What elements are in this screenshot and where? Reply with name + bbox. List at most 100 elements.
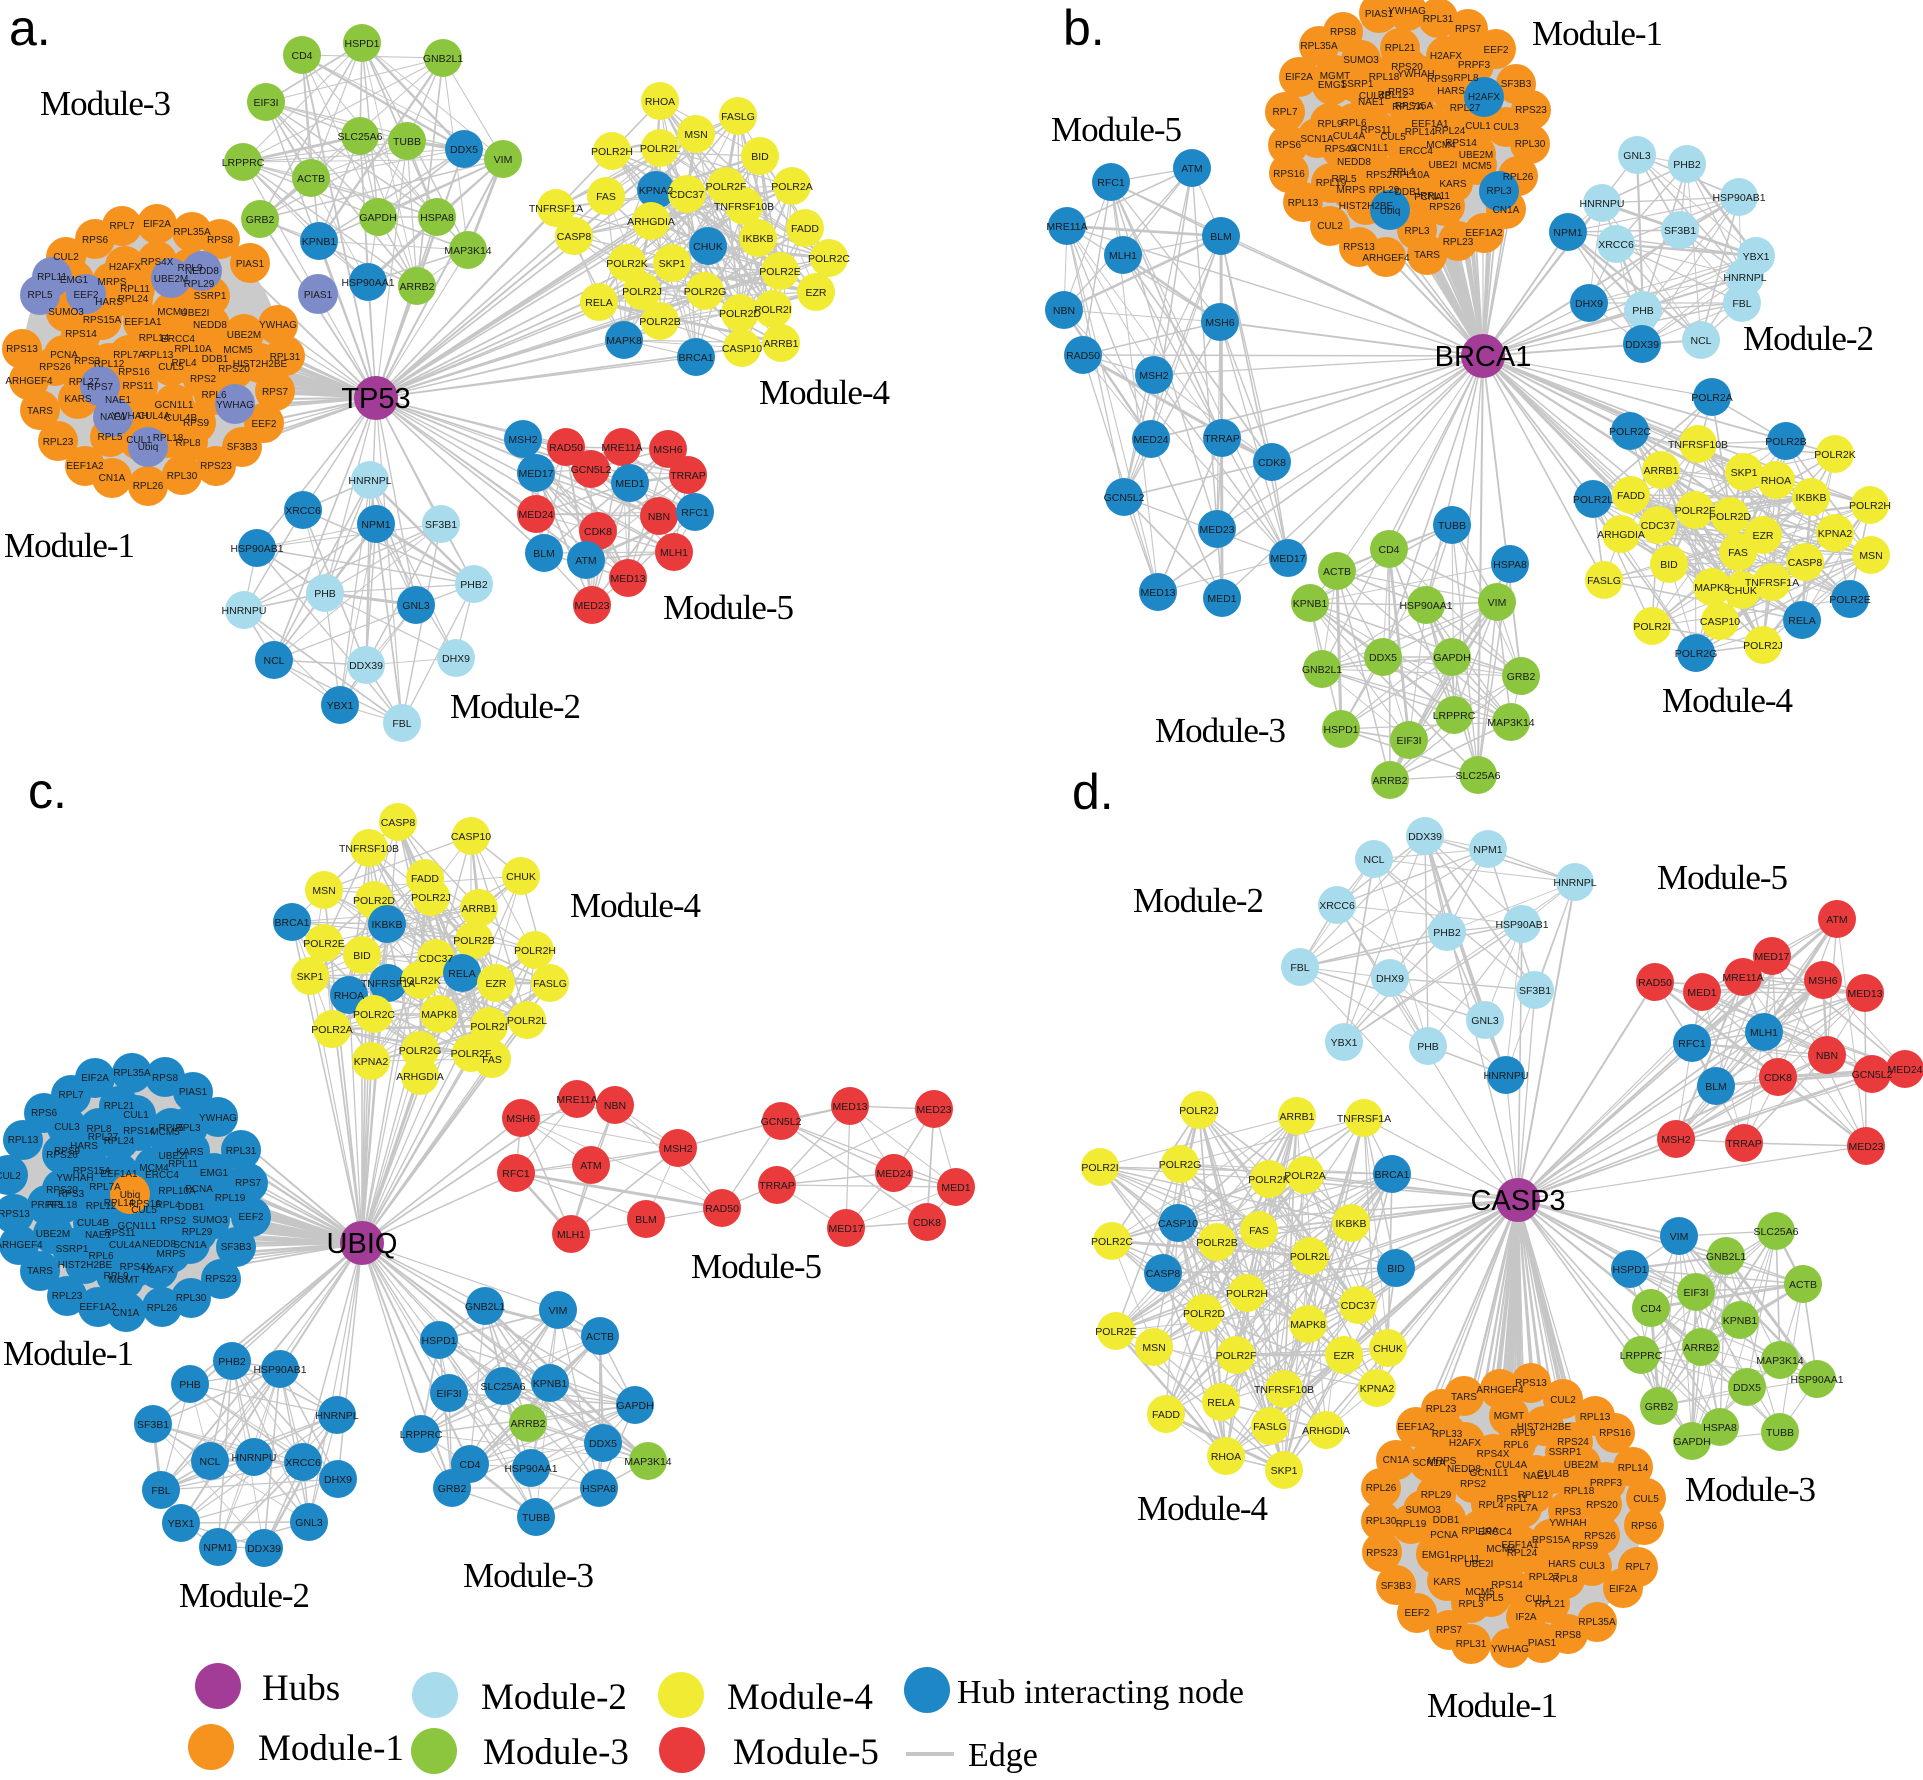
svg-text:PIAS1: PIAS1: [236, 259, 265, 270]
svg-text:MED24: MED24: [1133, 434, 1168, 446]
svg-text:MGMT: MGMT: [109, 1275, 140, 1286]
svg-text:RPS16: RPS16: [129, 1199, 161, 1210]
svg-text:ARRB2: ARRB2: [510, 1418, 545, 1430]
svg-text:GCN5L2: GCN5L2: [571, 464, 612, 476]
svg-text:CASP10: CASP10: [1158, 1218, 1198, 1230]
svg-text:ARRB1: ARRB1: [461, 903, 496, 915]
svg-text:MCM5: MCM5: [150, 1127, 180, 1138]
svg-text:RHOA: RHOA: [645, 96, 675, 108]
svg-text:RPL10A: RPL10A: [158, 1186, 196, 1197]
svg-text:TNFRSF10B: TNFRSF10B: [1668, 439, 1728, 451]
svg-text:RPL35A: RPL35A: [1300, 41, 1338, 52]
svg-text:NAE1: NAE1: [1523, 1471, 1550, 1482]
svg-text:MAPK8: MAPK8: [421, 1009, 457, 1021]
svg-text:POLR2G: POLR2G: [1675, 648, 1718, 660]
svg-text:RPL4: RPL4: [171, 358, 196, 369]
svg-text:YBX1: YBX1: [327, 700, 354, 712]
svg-text:NAE1: NAE1: [85, 1230, 112, 1241]
svg-text:IKBKB: IKBKB: [743, 233, 774, 245]
svg-text:TNFRSF1A: TNFRSF1A: [529, 203, 583, 215]
svg-text:POLR2A: POLR2A: [771, 181, 812, 193]
svg-text:RPL23: RPL23: [1426, 1404, 1457, 1415]
svg-text:BRCA1: BRCA1: [1374, 1169, 1409, 1181]
svg-text:PHB2: PHB2: [1673, 159, 1701, 171]
svg-text:RPL12: RPL12: [1518, 1490, 1549, 1501]
svg-text:EMG1: EMG1: [200, 1168, 229, 1179]
svg-text:POLR2I: POLR2I: [470, 1021, 507, 1033]
svg-text:NBN: NBN: [648, 511, 670, 523]
svg-text:HNRNPU: HNRNPU: [232, 1452, 277, 1464]
svg-text:RPL26: RPL26: [1503, 172, 1534, 183]
svg-text:MSH2: MSH2: [1661, 1134, 1690, 1146]
svg-text:RPL24: RPL24: [1435, 126, 1466, 137]
svg-text:EEF2: EEF2: [251, 419, 276, 430]
svg-text:RPL7: RPL7: [109, 221, 134, 232]
svg-text:TARS: TARS: [1451, 1392, 1477, 1403]
svg-text:BID: BID: [751, 151, 769, 163]
svg-text:Module-5: Module-5: [663, 588, 794, 627]
svg-text:RPL9: RPL9: [1510, 1428, 1535, 1439]
svg-text:LRPPRC: LRPPRC: [222, 157, 265, 169]
svg-text:RPL18: RPL18: [1564, 1486, 1595, 1497]
svg-text:GRB2: GRB2: [1507, 671, 1536, 683]
svg-text:H2AFX: H2AFX: [1430, 51, 1463, 62]
svg-text:RPS20: RPS20: [46, 1185, 78, 1196]
svg-text:RPS7: RPS7: [262, 387, 289, 398]
svg-text:FASLG: FASLG: [1587, 575, 1621, 587]
svg-text:RPL35A: RPL35A: [1578, 1617, 1616, 1628]
svg-text:SCN1A: SCN1A: [1412, 1458, 1446, 1469]
svg-text:RPS24: RPS24: [1557, 1437, 1589, 1448]
svg-text:RELA: RELA: [448, 968, 475, 980]
svg-text:CUL5: CUL5: [1380, 132, 1406, 143]
svg-text:RPS7: RPS7: [235, 1178, 262, 1189]
svg-text:DDB1: DDB1: [202, 354, 229, 365]
svg-text:NAE1: NAE1: [100, 412, 127, 423]
svg-text:TNFRSF1A: TNFRSF1A: [1337, 1113, 1391, 1125]
svg-text:POLR2D: POLR2D: [1183, 1308, 1225, 1320]
svg-text:Hubs: Hubs: [262, 1668, 340, 1709]
svg-text:VIM: VIM: [1670, 1231, 1689, 1243]
svg-text:TRRAP: TRRAP: [670, 470, 706, 482]
svg-text:POLR2G: POLR2G: [399, 1045, 442, 1057]
svg-text:KPNB1: KPNB1: [533, 1378, 568, 1390]
svg-text:RPL13: RPL13: [143, 350, 174, 361]
svg-text:EMG1: EMG1: [1422, 1550, 1451, 1561]
svg-text:MED1: MED1: [941, 1182, 970, 1194]
svg-text:YBX1: YBX1: [168, 1518, 195, 1530]
svg-text:CUL2: CUL2: [1550, 1395, 1576, 1406]
svg-text:MAP3K14: MAP3K14: [1487, 717, 1534, 729]
svg-text:DDX39: DDX39: [1625, 339, 1659, 351]
svg-text:SUMO3: SUMO3: [1343, 55, 1379, 66]
svg-text:CHUK: CHUK: [506, 871, 536, 883]
svg-text:Module-4: Module-4: [727, 1677, 873, 1718]
svg-text:RAD50: RAD50: [1066, 350, 1100, 362]
svg-text:RPS4X: RPS4X: [120, 1262, 153, 1273]
svg-text:RPL29: RPL29: [1369, 185, 1400, 196]
svg-text:EIF2A: EIF2A: [1285, 72, 1313, 83]
svg-text:EEF2: EEF2: [238, 1212, 263, 1223]
svg-text:RAD50: RAD50: [1638, 977, 1672, 989]
svg-text:H2AFX: H2AFX: [1449, 1438, 1482, 1449]
svg-text:IF2A: IF2A: [1515, 1612, 1536, 1623]
svg-text:RPS20: RPS20: [1391, 62, 1423, 73]
svg-text:RPL27: RPL27: [1450, 103, 1481, 114]
svg-text:TUBB: TUBB: [393, 136, 421, 148]
svg-text:TNFRSF10B: TNFRSF10B: [714, 201, 774, 213]
svg-text:CDC37: CDC37: [419, 953, 454, 965]
svg-text:RPL23: RPL23: [52, 1291, 83, 1302]
svg-text:RPL21: RPL21: [1385, 43, 1416, 54]
svg-text:PHB: PHB: [314, 588, 336, 600]
svg-text:YBX1: YBX1: [1331, 1037, 1358, 1049]
svg-text:EZR: EZR: [806, 287, 827, 299]
svg-text:c.: c.: [28, 763, 67, 819]
svg-text:EEF1A2: EEF1A2: [79, 1302, 117, 1313]
svg-text:MED23: MED23: [574, 600, 609, 612]
svg-text:POLR2K: POLR2K: [606, 258, 647, 270]
svg-text:PHB2: PHB2: [1433, 927, 1461, 939]
svg-text:RPL11: RPL11: [1420, 191, 1450, 202]
svg-text:MSH6: MSH6: [506, 1113, 535, 1125]
svg-text:MSN: MSN: [1859, 550, 1882, 562]
svg-text:MED13: MED13: [1847, 988, 1882, 1000]
svg-text:CD4: CD4: [1640, 1303, 1661, 1315]
svg-text:MED1: MED1: [1207, 593, 1236, 605]
